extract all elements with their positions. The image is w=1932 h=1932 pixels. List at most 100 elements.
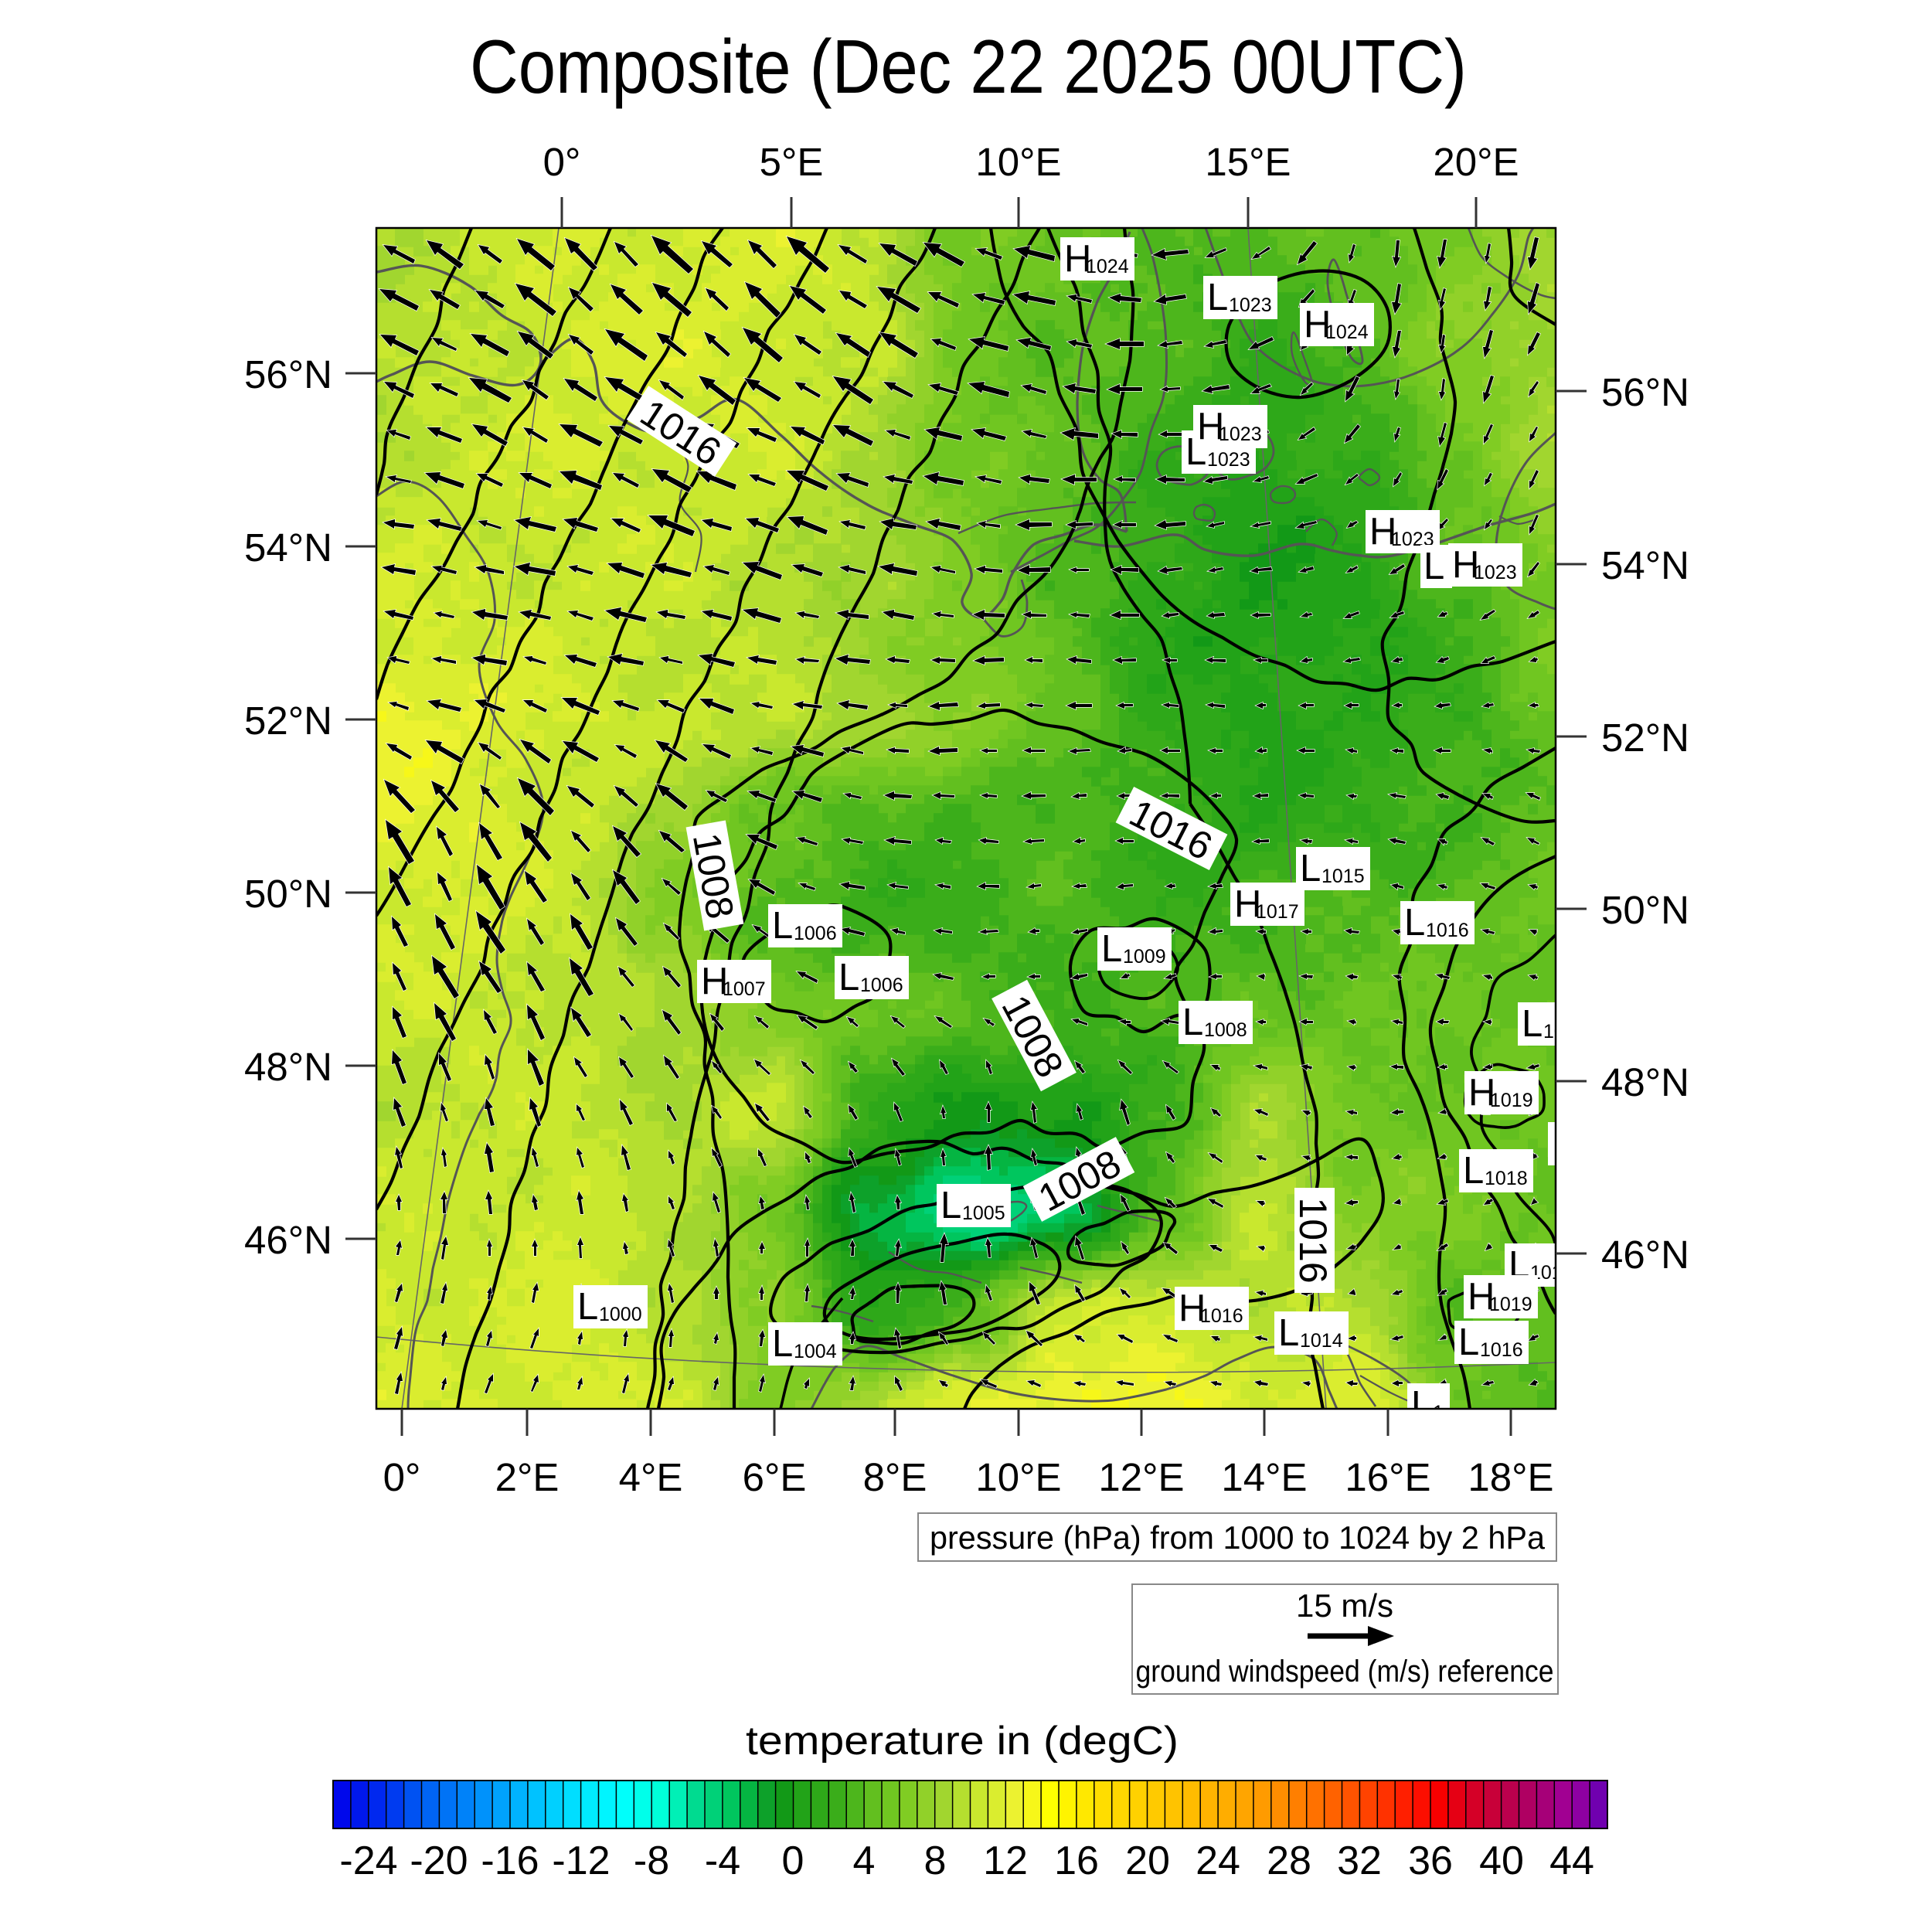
svg-text:1015: 1015 xyxy=(1321,866,1365,887)
svg-text:48°N: 48°N xyxy=(244,1045,332,1089)
svg-text:1004: 1004 xyxy=(794,1341,837,1362)
svg-text:16°E: 16°E xyxy=(1345,1455,1430,1499)
svg-text:1016: 1016 xyxy=(1200,1305,1243,1327)
svg-text:H: H xyxy=(1304,304,1331,345)
svg-text:H: H xyxy=(1452,544,1479,586)
svg-text:1005: 1005 xyxy=(962,1202,1005,1224)
svg-text:18°E: 18°E xyxy=(1468,1455,1553,1499)
svg-text:46°N: 46°N xyxy=(1601,1233,1689,1277)
svg-text:14°E: 14°E xyxy=(1221,1455,1307,1499)
svg-text:48°N: 48°N xyxy=(1601,1060,1689,1104)
svg-text:L: L xyxy=(1101,928,1122,970)
svg-text:H: H xyxy=(1468,1276,1495,1318)
svg-text:Composite (Dec 22 2025 00UTC): Composite (Dec 22 2025 00UTC) xyxy=(470,24,1467,109)
svg-text:L: L xyxy=(772,1323,793,1365)
svg-text:1023: 1023 xyxy=(1474,562,1517,583)
svg-text:L: L xyxy=(940,1185,961,1226)
svg-text:0°: 0° xyxy=(543,140,581,184)
svg-text:L: L xyxy=(1522,1003,1543,1045)
svg-text:56°N: 56°N xyxy=(1601,370,1689,414)
svg-text:2°E: 2°E xyxy=(495,1455,560,1499)
svg-text:1023: 1023 xyxy=(1229,294,1272,316)
svg-text:1023: 1023 xyxy=(1219,423,1262,445)
svg-text:temperature in (degC): temperature in (degC) xyxy=(746,1719,1179,1764)
svg-text:12: 12 xyxy=(983,1838,1028,1883)
svg-text:-8: -8 xyxy=(634,1838,669,1883)
svg-text:1006: 1006 xyxy=(794,923,837,944)
svg-text:1019: 1019 xyxy=(1490,1090,1533,1111)
svg-text:52°N: 52°N xyxy=(1601,716,1689,760)
svg-text:L: L xyxy=(1182,1002,1203,1043)
svg-text:40: 40 xyxy=(1479,1838,1524,1883)
svg-text:44: 44 xyxy=(1549,1838,1594,1883)
svg-text:L: L xyxy=(772,905,793,947)
svg-text:6°E: 6°E xyxy=(743,1455,807,1499)
svg-text:L: L xyxy=(1207,277,1228,318)
svg-text:1018: 1018 xyxy=(1485,1168,1528,1189)
svg-text:pressure (hPa) from 1000 to 10: pressure (hPa) from 1000 to 1024 by 2 hP… xyxy=(930,1519,1546,1556)
svg-text:L: L xyxy=(1404,902,1425,944)
svg-text:4: 4 xyxy=(853,1838,876,1883)
svg-text:12°E: 12°E xyxy=(1098,1455,1184,1499)
svg-text:1023: 1023 xyxy=(1207,449,1250,471)
svg-text:56°N: 56°N xyxy=(244,352,332,396)
svg-text:10°E: 10°E xyxy=(975,1455,1061,1499)
svg-text:5°E: 5°E xyxy=(760,140,824,184)
svg-text:1016: 1016 xyxy=(1426,920,1469,941)
svg-text:20°E: 20°E xyxy=(1433,140,1519,184)
svg-text:1016: 1016 xyxy=(1291,1197,1335,1283)
svg-text:32: 32 xyxy=(1337,1838,1382,1883)
svg-text:H: H xyxy=(1468,1072,1495,1114)
svg-text:24: 24 xyxy=(1196,1838,1240,1883)
svg-text:0°: 0° xyxy=(383,1455,421,1499)
svg-text:-16: -16 xyxy=(481,1838,539,1883)
svg-text:L: L xyxy=(1411,1384,1432,1426)
svg-text:1008: 1008 xyxy=(1204,1019,1247,1041)
svg-text:20: 20 xyxy=(1125,1838,1170,1883)
svg-text:52°N: 52°N xyxy=(244,699,332,743)
svg-text:ground windspeed (m/s) referen: ground windspeed (m/s) reference xyxy=(1136,1655,1554,1689)
svg-text:1016: 1016 xyxy=(1480,1339,1523,1361)
svg-text:-24: -24 xyxy=(339,1838,397,1883)
svg-text:0: 0 xyxy=(782,1838,804,1883)
svg-text:H: H xyxy=(1197,406,1224,447)
svg-text:1024: 1024 xyxy=(1086,256,1129,277)
svg-text:1009: 1009 xyxy=(1123,946,1166,968)
svg-text:1006: 1006 xyxy=(860,975,903,996)
svg-text:L: L xyxy=(1278,1312,1299,1354)
svg-text:H: H xyxy=(1552,1123,1579,1165)
svg-text:-4: -4 xyxy=(705,1838,740,1883)
svg-text:16: 16 xyxy=(1054,1838,1099,1883)
svg-text:8°E: 8°E xyxy=(863,1455,927,1499)
svg-text:1000: 1000 xyxy=(599,1304,642,1325)
svg-text:15 m/s: 15 m/s xyxy=(1296,1587,1393,1624)
svg-text:-12: -12 xyxy=(552,1838,610,1883)
svg-text:1: 1 xyxy=(1433,1402,1444,1423)
svg-text:15°E: 15°E xyxy=(1205,140,1291,184)
svg-text:1014: 1014 xyxy=(1300,1330,1343,1352)
svg-text:-20: -20 xyxy=(410,1838,468,1883)
svg-text:1017: 1017 xyxy=(1256,901,1299,923)
svg-text:1007: 1007 xyxy=(723,978,766,1000)
svg-text:50°N: 50°N xyxy=(244,872,332,916)
svg-text:H: H xyxy=(1234,883,1261,925)
svg-text:1024: 1024 xyxy=(1325,321,1369,343)
svg-text:L: L xyxy=(1458,1321,1479,1363)
svg-text:1019: 1019 xyxy=(1489,1294,1532,1315)
svg-text:50°N: 50°N xyxy=(1601,888,1689,932)
svg-text:8: 8 xyxy=(924,1838,947,1883)
svg-text:54°N: 54°N xyxy=(244,526,332,570)
svg-text:46°N: 46°N xyxy=(244,1218,332,1262)
svg-text:H: H xyxy=(701,961,728,1002)
svg-text:4°E: 4°E xyxy=(619,1455,683,1499)
svg-text:54°N: 54°N xyxy=(1601,543,1689,587)
svg-text:L: L xyxy=(1463,1150,1484,1192)
svg-text:36: 36 xyxy=(1408,1838,1453,1883)
svg-text:H: H xyxy=(1369,511,1396,553)
svg-text:L: L xyxy=(577,1286,598,1328)
svg-text:H: H xyxy=(1064,238,1091,280)
svg-text:H: H xyxy=(1179,1287,1206,1329)
svg-text:L: L xyxy=(1423,546,1444,587)
svg-text:L: L xyxy=(838,957,859,998)
svg-text:10: 10 xyxy=(1543,1021,1565,1043)
